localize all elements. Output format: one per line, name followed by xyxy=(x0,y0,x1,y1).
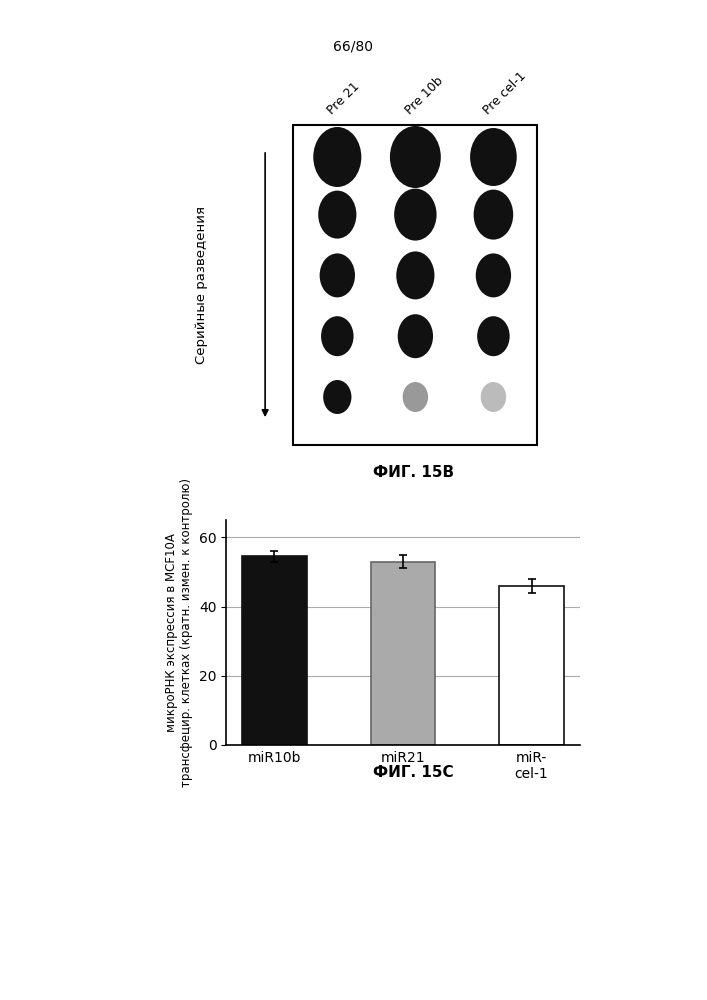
Bar xyxy=(243,556,307,745)
Text: Pre cel-1: Pre cel-1 xyxy=(481,69,528,117)
Bar xyxy=(499,586,563,745)
Text: Pre 10b: Pre 10b xyxy=(402,74,445,117)
Text: Серийные разведения: Серийные разведения xyxy=(195,206,208,364)
Text: ФИГ. 15B: ФИГ. 15B xyxy=(373,465,454,480)
Text: Pre 21: Pre 21 xyxy=(325,80,362,117)
Bar xyxy=(371,562,435,745)
Y-axis label: микроРНК экспрессия в MCF10A
трансфецир. клетках (кратн. измен. к контролю): микроРНК экспрессия в MCF10A трансфецир.… xyxy=(165,478,193,787)
Text: 66/80: 66/80 xyxy=(334,40,373,54)
Text: ФИГ. 15C: ФИГ. 15C xyxy=(373,765,454,780)
